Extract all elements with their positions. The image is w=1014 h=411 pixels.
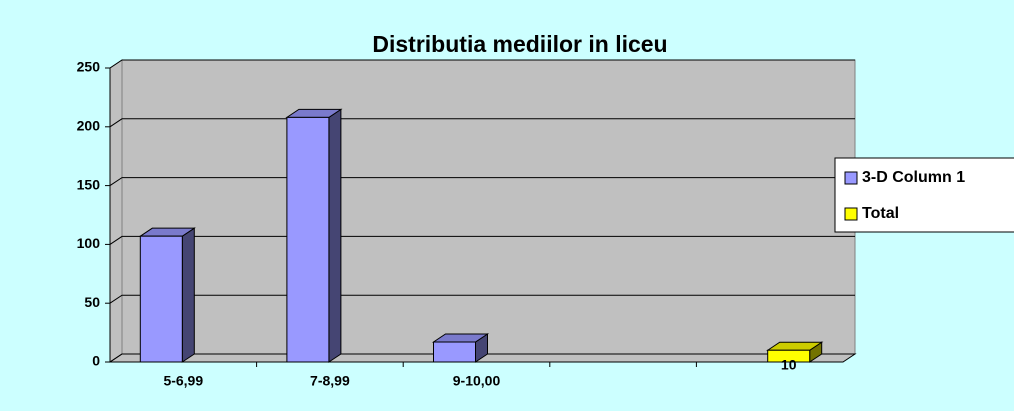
bar-front [139, 235, 183, 363]
bar-front [286, 116, 330, 363]
y-tick-label: 200 [77, 118, 101, 134]
y-tick-label: 50 [84, 294, 100, 310]
y-tick-label: 0 [92, 353, 100, 369]
bar-front [767, 349, 811, 363]
bar [766, 341, 824, 363]
x-tick-label: 7-8,99 [310, 373, 350, 389]
bar [138, 227, 196, 363]
legend-label: Total [862, 205, 899, 222]
x-tick-label: 5-6,99 [163, 373, 203, 389]
grid-line [109, 177, 855, 187]
back-wall [121, 59, 856, 355]
y-tick-label: 100 [77, 235, 101, 251]
legend-label: 3-D Column 1 [862, 169, 965, 186]
legend-swatch [844, 207, 858, 221]
bar [431, 333, 490, 363]
side-wall [109, 59, 123, 363]
grid-line [109, 59, 855, 69]
bar-side [328, 108, 342, 363]
bar-front [433, 341, 476, 363]
chart-title: Distributia mediilor in liceu [372, 31, 667, 57]
bar [285, 108, 343, 363]
x-tick-label: 9-10,00 [453, 373, 501, 389]
grid-line [109, 353, 855, 363]
legend-box [834, 157, 1014, 233]
grid-line [109, 235, 855, 245]
grid-line [109, 118, 855, 128]
data-label: 10 [781, 357, 797, 373]
y-tick-label: 150 [77, 176, 101, 192]
legend-swatch [844, 171, 858, 185]
y-tick-label: 250 [77, 59, 101, 75]
grid-line [109, 294, 855, 304]
bar-side [181, 227, 195, 363]
